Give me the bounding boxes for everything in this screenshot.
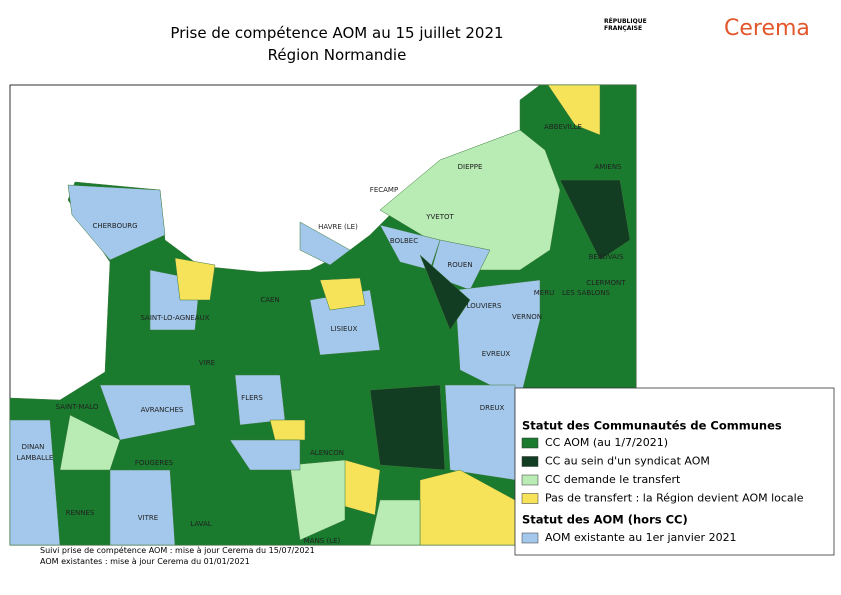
place-label: LES SABLONS <box>562 289 611 297</box>
place-label: FECAMP <box>370 186 398 194</box>
legend-label: CC AOM (au 1/7/2021) <box>545 436 668 449</box>
footnote: AOM existantes : mise à jour Cerema du 0… <box>40 557 250 566</box>
legend-swatch <box>521 474 539 486</box>
place-label: SAINT-MALO <box>56 403 99 411</box>
place-label: ALENCON <box>310 449 344 457</box>
place-label: LAMBALLE <box>17 454 54 462</box>
place-label: AMIENS <box>595 163 623 171</box>
place-label: VERNON <box>512 313 542 321</box>
place-label: CAEN <box>260 296 279 304</box>
place-label: SAINT-LO-AGNEAUX <box>140 314 209 322</box>
place-label: LISIEUX <box>331 325 358 333</box>
place-label: CLERMONT <box>586 279 626 287</box>
place-label: AVRANCHES <box>141 406 184 414</box>
place-label: LAVAL <box>190 520 212 528</box>
place-label: DINAN <box>22 443 45 451</box>
subtitle: Région Normandie <box>267 46 407 64</box>
legend-swatch <box>521 532 539 544</box>
place-label: LOUVIERS <box>467 302 502 310</box>
place-label: YVETOT <box>425 213 454 221</box>
legend-label: CC au sein d'un syndicat AOM <box>545 455 710 468</box>
place-label: CHERBOURG <box>92 222 137 230</box>
logo-state: RÉPUBLIQUE FRANÇAISE <box>604 18 647 32</box>
legend-items: CC AOM (au 1/7/2021) CC au sein d'un synd… <box>521 436 804 544</box>
place-label: ROUEN <box>447 261 472 269</box>
place-label: FLERS <box>241 394 263 402</box>
legend-label: CC demande le transfert <box>545 473 681 486</box>
legend-title-2: Statut des AOM (hors CC) <box>522 513 688 527</box>
legend-label: AOM existante au 1er janvier 2021 <box>545 531 737 544</box>
place-label: MANS (LE) <box>304 537 341 545</box>
place-label: FOUGERES <box>135 459 174 467</box>
place-label: EVREUX <box>482 350 511 358</box>
place-label: BOLBEC <box>390 237 418 245</box>
footnote: Suivi prise de compétence AOM : mise à j… <box>40 546 315 555</box>
place-labels: ABBEVILLE DIEPPE AMIENS FECAMP YVETOT CHERBOU… <box>17 123 627 545</box>
legend: Statut des Communautés de Communes Statu… <box>514 387 835 556</box>
legend-swatch <box>521 493 539 504</box>
land <box>9 84 637 546</box>
place-label: DIEPPE <box>458 163 483 171</box>
place-label: RENNES <box>66 509 95 517</box>
legend-swatch <box>521 437 539 449</box>
title: Prise de compétence AOM au 15 juillet 20… <box>170 24 504 42</box>
legend-label: Pas de transfert : la Région devient AOM… <box>545 492 804 505</box>
place-label: BEAUVAIS <box>589 253 624 261</box>
place-label: MERU <box>534 289 554 297</box>
place-label: ABBEVILLE <box>544 123 582 131</box>
legend-title: Statut des Communautés de Communes <box>522 419 782 433</box>
place-label: VITRE <box>138 514 158 522</box>
legend-swatch <box>521 456 539 467</box>
logo-cerema: Cerema <box>724 16 810 41</box>
place-label: DREUX <box>480 404 505 412</box>
place-label: VIRE <box>199 359 215 367</box>
place-label: HAVRE (LE) <box>318 223 358 231</box>
legend-box <box>514 387 835 556</box>
